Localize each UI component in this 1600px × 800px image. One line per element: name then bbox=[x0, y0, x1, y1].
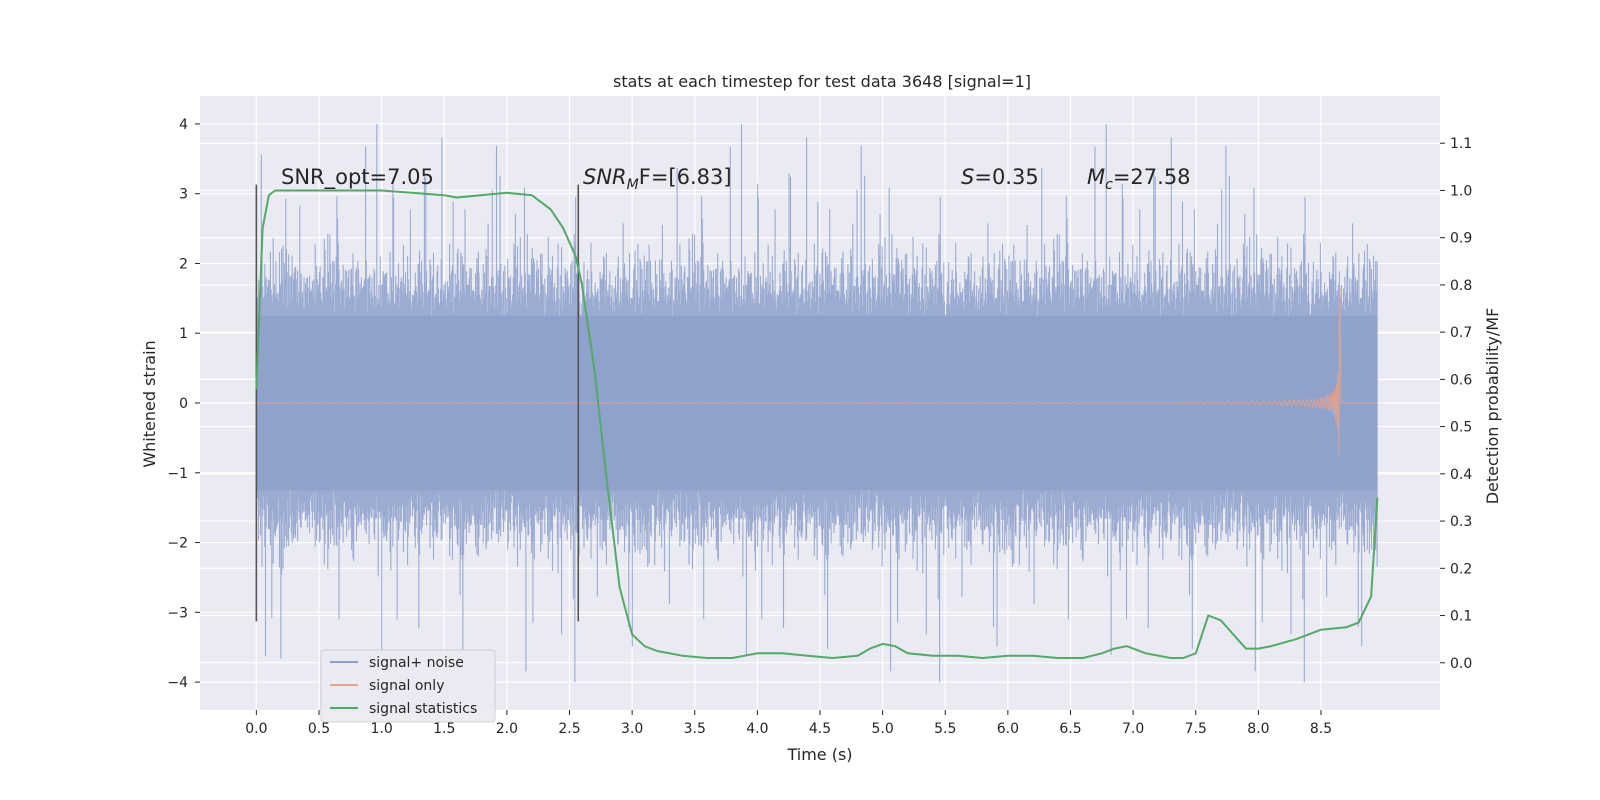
series-signal-only bbox=[256, 287, 1378, 456]
y-tick-label: −4 bbox=[167, 675, 188, 691]
y-tick-label: 0 bbox=[179, 396, 188, 412]
y2-tick-label: 0.5 bbox=[1450, 420, 1472, 436]
x-axis-ticks: 0.0 0.5 1.0 1.5 2.0 2.5 3.0 3.5 4.0 4.5 5.0 5.5 6.0 6… bbox=[245, 710, 1332, 737]
y2-tick-label: 0.0 bbox=[1450, 656, 1472, 672]
annotation-s: S=0.35 bbox=[961, 165, 1039, 189]
y2-tick-label: 1.0 bbox=[1450, 183, 1472, 199]
y2-axis-label: Detection probability/MF bbox=[1483, 308, 1502, 505]
annotation-mc-main: M bbox=[1087, 165, 1105, 189]
y2-axis-ticks: 1.1 1.0 0.9 0.8 0.7 0.6 0.5 0.4 0.3 0.2 0.1 0.0 bbox=[1440, 136, 1472, 672]
vertical-markers bbox=[255, 184, 580, 622]
x-tick-label: 7.5 bbox=[1185, 721, 1207, 737]
legend: signal+ noise signal only signal statist… bbox=[320, 649, 496, 723]
x-tick-label: 7.0 bbox=[1122, 721, 1144, 737]
y-tick-label: 3 bbox=[179, 187, 188, 203]
statistics-line bbox=[255, 189, 1379, 659]
x-tick-label: 6.0 bbox=[997, 721, 1019, 737]
annotation-mc-rest: =27.58 bbox=[1113, 165, 1191, 189]
y-axis-ticks: 4 3 2 1 0 −1 −2 −3 −4 bbox=[167, 117, 200, 691]
x-tick-label: 8.0 bbox=[1247, 721, 1269, 737]
y2-tick-label: 0.6 bbox=[1450, 372, 1472, 388]
x-tick-label: 3.0 bbox=[621, 721, 643, 737]
y2-tick-label: 1.1 bbox=[1450, 136, 1472, 152]
legend-label-signal-statistics: signal statistics bbox=[369, 701, 477, 717]
y2-tick-label: 0.1 bbox=[1450, 609, 1472, 625]
x-tick-label: 2.5 bbox=[558, 721, 580, 737]
x-tick-label: 8.5 bbox=[1310, 721, 1332, 737]
y2-tick-label: 0.4 bbox=[1450, 467, 1472, 483]
signal-trace bbox=[256, 287, 1342, 456]
annotation-mc-sub: c bbox=[1105, 177, 1113, 193]
x-tick-label: 5.5 bbox=[934, 721, 956, 737]
y2-tick-label: 0.8 bbox=[1450, 278, 1472, 294]
y-axis-label: Whitened strain bbox=[140, 340, 159, 467]
y-tick-label: −3 bbox=[167, 605, 188, 621]
legend-label-signal-plus-noise: signal+ noise bbox=[369, 655, 464, 671]
chart-title: stats at each timestep for test data 364… bbox=[613, 72, 1031, 91]
y-tick-label: 2 bbox=[179, 256, 188, 272]
annotation-snr-mf: SNRMF=[6.83] bbox=[583, 165, 732, 193]
x-tick-label: 0.0 bbox=[245, 721, 267, 737]
x-tick-label: 2.0 bbox=[496, 721, 518, 737]
y2-tick-label: 0.7 bbox=[1450, 325, 1472, 341]
x-axis-label: Time (s) bbox=[786, 745, 852, 764]
x-tick-label: 4.5 bbox=[809, 721, 831, 737]
annotation-snr-opt: SNR_opt=7.05 bbox=[281, 165, 434, 190]
legend-box bbox=[320, 649, 496, 723]
x-tick-label: 4.0 bbox=[746, 721, 768, 737]
annotation-snr-mf-main: SNR bbox=[583, 165, 627, 189]
y-tick-label: −2 bbox=[167, 536, 188, 552]
annotation-mc: Mc=27.58 bbox=[1087, 165, 1191, 193]
y2-tick-label: 0.2 bbox=[1450, 561, 1472, 577]
y2-tick-label: 0.3 bbox=[1450, 514, 1472, 530]
x-tick-label: 5.0 bbox=[871, 721, 893, 737]
annotation-s-rest: =0.35 bbox=[974, 165, 1038, 189]
x-tick-label: 1.5 bbox=[433, 721, 455, 737]
series-signal-statistics bbox=[255, 189, 1379, 659]
annotation-snr-mf-rest: F=[6.83] bbox=[639, 165, 732, 189]
x-tick-label: 6.5 bbox=[1059, 721, 1081, 737]
x-tick-label: 0.5 bbox=[308, 721, 330, 737]
legend-label-signal-only: signal only bbox=[369, 678, 444, 694]
annotation-snr-mf-sub: M bbox=[627, 177, 639, 193]
x-tick-label: 1.0 bbox=[370, 721, 392, 737]
annotation-s-main: S bbox=[961, 165, 974, 189]
y-tick-label: −1 bbox=[167, 466, 188, 482]
y-tick-label: 1 bbox=[179, 326, 188, 342]
y2-tick-label: 0.9 bbox=[1450, 231, 1472, 247]
y-tick-label: 4 bbox=[179, 117, 188, 133]
x-tick-label: 3.5 bbox=[684, 721, 706, 737]
